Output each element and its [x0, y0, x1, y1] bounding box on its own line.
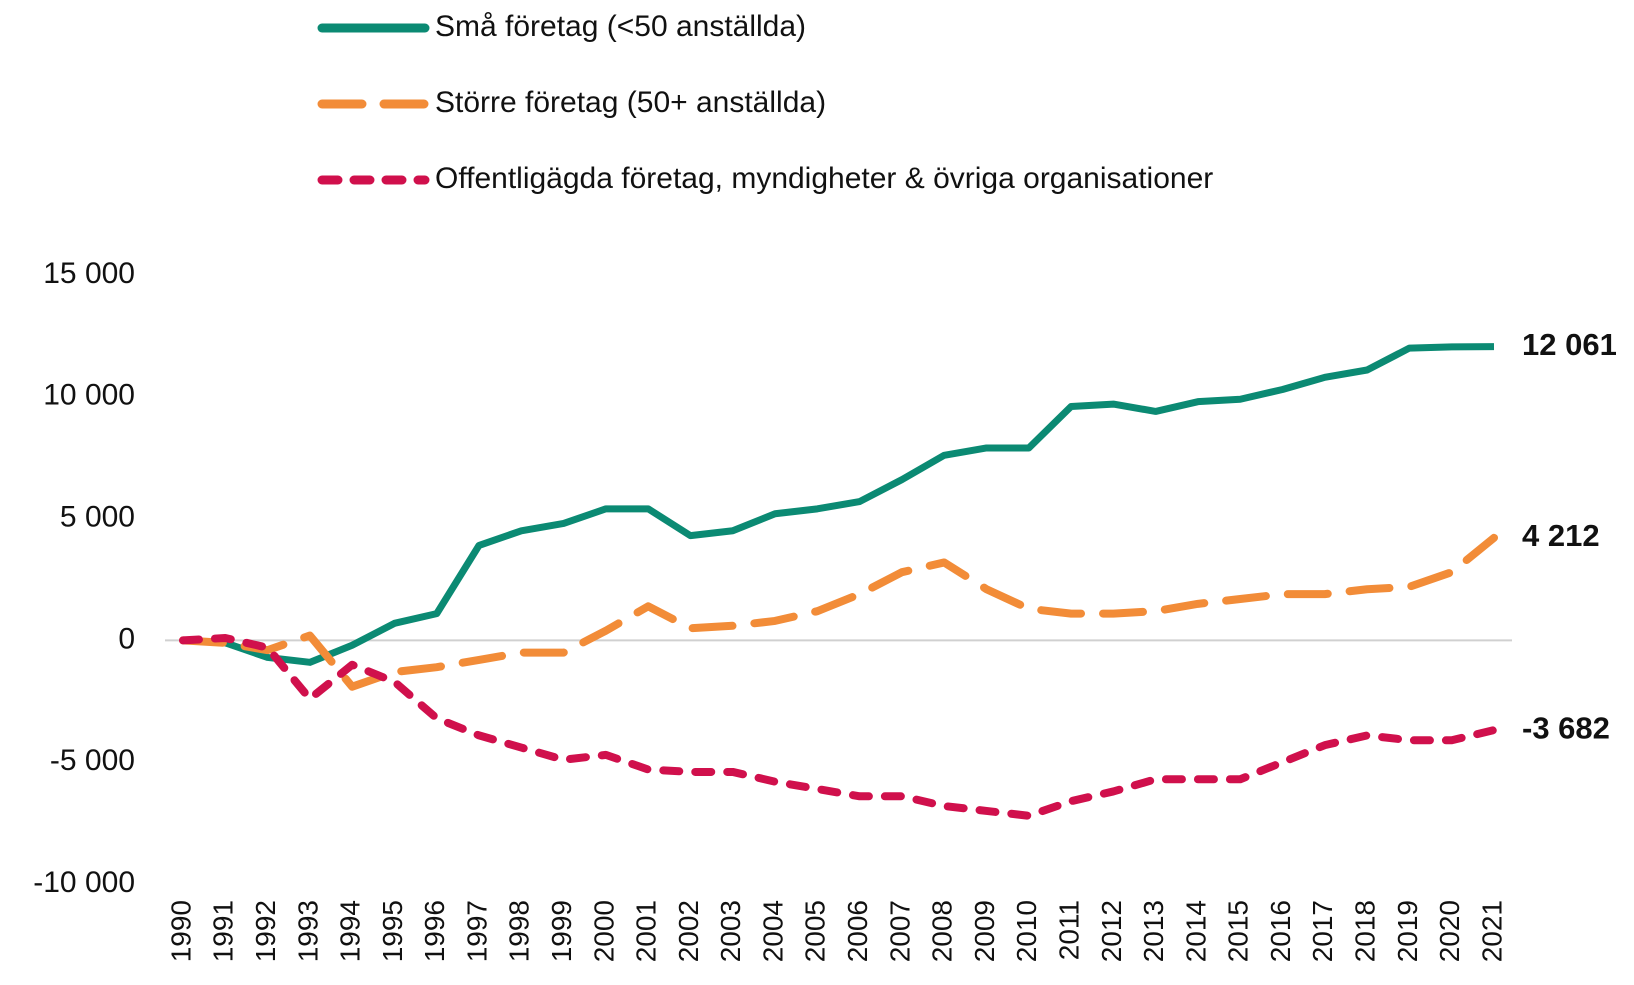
y-tick-label: 0	[118, 622, 135, 655]
x-tick-label: 1994	[335, 900, 366, 962]
x-tick-label: 2009	[969, 900, 1000, 962]
x-tick-label: 2013	[1138, 900, 1169, 962]
x-tick-label: 1990	[165, 900, 196, 962]
x-tick-label: 2002	[673, 900, 704, 962]
x-tick-label: 2019	[1392, 900, 1423, 962]
x-tick-label: 2012	[1096, 900, 1127, 962]
x-tick-label: 2006	[842, 900, 873, 962]
x-tick-label: 2004	[757, 900, 788, 962]
series-line	[179, 633, 1498, 820]
x-tick-label: 1999	[546, 900, 577, 962]
x-tick-label: 2010	[1011, 900, 1042, 962]
x-tick-label: 1991	[208, 900, 239, 962]
x-tick-label: 2001	[631, 900, 662, 962]
x-tick-label: 2016	[1265, 900, 1296, 962]
value-label: -3 682	[1522, 710, 1610, 745]
y-tick-label: 10 000	[43, 379, 135, 412]
x-tick-label: 1995	[377, 900, 408, 962]
y-tick-label: -10 000	[33, 866, 135, 899]
series-line	[182, 343, 1495, 666]
legend-label: Offentligägda företag, myndigheter & övr…	[435, 162, 1213, 195]
x-tick-label: 2007	[884, 900, 915, 962]
y-tick-label: 15 000	[43, 257, 135, 290]
x-tick-label: 2000	[588, 900, 619, 962]
x-tick-label: 2008	[927, 900, 958, 962]
x-tick-label: 1996	[419, 900, 450, 962]
x-tick-label: 1992	[250, 900, 281, 962]
x-tick-label: 2020	[1434, 900, 1465, 962]
x-tick-label: 2015	[1223, 900, 1254, 962]
x-tick-label: 2018	[1350, 900, 1381, 962]
legend-label: Större företag (50+ anställda)	[435, 86, 826, 119]
x-tick-label: 2011	[1053, 900, 1084, 960]
y-tick-label: -5 000	[50, 744, 135, 777]
x-tick-label: 2014	[1180, 900, 1211, 962]
value-label: 4 212	[1522, 518, 1600, 553]
series-line	[179, 533, 1498, 691]
x-tick-label: 1993	[292, 900, 323, 962]
x-tick-label: 2021	[1476, 900, 1507, 962]
legend-label: Små företag (<50 anställda)	[435, 10, 806, 43]
x-tick-label: 2003	[715, 900, 746, 962]
value-label: 12 061	[1522, 327, 1617, 362]
x-tick-label: 1997	[461, 900, 492, 962]
y-tick-label: 5 000	[60, 501, 135, 534]
x-tick-label: 1998	[504, 900, 535, 962]
x-tick-label: 2005	[800, 900, 831, 962]
x-tick-label: 2017	[1307, 900, 1338, 962]
